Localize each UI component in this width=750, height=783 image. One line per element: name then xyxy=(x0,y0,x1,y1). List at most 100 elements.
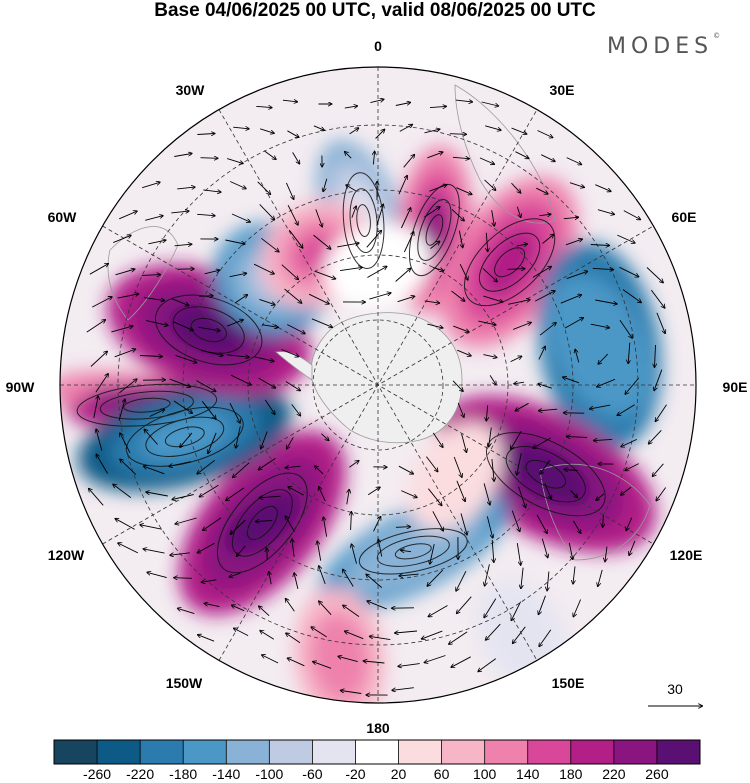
wind-vector xyxy=(511,601,522,621)
wind-vector xyxy=(621,438,637,446)
wind-vector xyxy=(619,266,639,276)
wind-vector xyxy=(575,350,580,363)
wind-vector xyxy=(532,267,551,278)
wind-vector xyxy=(201,401,215,418)
wind-vector xyxy=(516,543,520,565)
brand-logo: MODES© xyxy=(607,32,721,59)
wind-vector xyxy=(231,213,250,222)
wind-vector xyxy=(425,655,446,663)
wind-vector xyxy=(149,410,165,417)
wind-vector xyxy=(625,377,640,394)
wind-vector xyxy=(315,466,324,475)
height-contours xyxy=(76,172,606,575)
wind-vector xyxy=(174,244,192,246)
wind-vector xyxy=(398,176,407,195)
wind-vector xyxy=(539,595,546,615)
wind-vector xyxy=(491,459,494,481)
colorbar-tick-label: -20 xyxy=(345,766,365,782)
contour-line xyxy=(145,416,225,457)
colorbar-swatch xyxy=(570,740,614,764)
wind-vector xyxy=(541,154,555,162)
wind-vector xyxy=(625,463,639,471)
wind-vector xyxy=(90,352,107,367)
wind-vector xyxy=(517,453,522,475)
wind-vector xyxy=(590,323,609,328)
wind-vector xyxy=(518,486,526,508)
contour-line xyxy=(246,505,278,541)
contour-line xyxy=(505,446,586,503)
wind-vector xyxy=(89,264,108,275)
wind-vector xyxy=(227,354,249,357)
wind-vector xyxy=(617,234,634,243)
wind-vector xyxy=(286,324,305,334)
wind-vector xyxy=(512,323,531,330)
wind-vector xyxy=(486,516,492,537)
contour-line xyxy=(349,188,378,253)
wind-vector xyxy=(378,540,383,557)
wind-vector xyxy=(395,269,411,282)
wind-vector xyxy=(281,264,298,280)
wind-vector xyxy=(375,130,385,139)
wind-vector xyxy=(456,570,467,591)
wind-vector xyxy=(147,572,167,579)
wind-vector xyxy=(489,427,492,447)
wind-vector xyxy=(319,601,332,616)
wind-vector xyxy=(345,152,352,159)
wind-vector xyxy=(366,574,382,588)
wind-vector xyxy=(146,320,167,326)
wind-vector xyxy=(281,349,299,357)
colorbar-swatch xyxy=(140,740,184,764)
longitude-label: 180 xyxy=(366,720,390,736)
colorbar-tick-label: 140 xyxy=(516,766,540,782)
wind-vector xyxy=(422,630,443,639)
wind-vector xyxy=(264,399,274,414)
colorbar-tick-label: 100 xyxy=(473,766,497,782)
colorbar-swatch xyxy=(226,740,270,764)
wind-vector xyxy=(395,103,410,106)
wind-vector xyxy=(171,298,188,306)
wind-vector xyxy=(573,599,582,617)
map-frame xyxy=(59,66,697,704)
wind-vector xyxy=(537,130,553,138)
longitude-label: 0 xyxy=(374,38,382,54)
wind-vector xyxy=(256,106,271,107)
wind-vector xyxy=(485,564,490,585)
wind-vector xyxy=(198,326,220,331)
wind-vector xyxy=(198,542,215,552)
antarctic-peninsula-shape xyxy=(275,351,313,381)
colorbar-swatch xyxy=(355,740,399,764)
wind-vector xyxy=(511,430,522,449)
contour-line xyxy=(342,172,385,269)
wind-vector xyxy=(113,235,131,244)
brand-mark: © xyxy=(713,32,721,40)
wind-vector xyxy=(629,540,636,555)
wind-vector xyxy=(317,541,322,561)
wind-vector xyxy=(262,655,279,664)
wind-vector xyxy=(200,158,218,159)
wind-vector xyxy=(457,596,472,614)
colorbar-swatch xyxy=(484,740,528,764)
wind-vector xyxy=(323,178,328,192)
wind-vector xyxy=(427,152,442,159)
wind-vector xyxy=(169,461,191,467)
wind-vector xyxy=(120,459,137,475)
wind-vector xyxy=(287,130,298,137)
wind-vector xyxy=(399,574,419,576)
wind-vector xyxy=(237,545,246,556)
contour-line xyxy=(394,543,432,560)
wind-vector xyxy=(478,320,495,325)
wind-vector xyxy=(452,380,463,391)
colorbar-swatch xyxy=(527,740,571,764)
wind-vector xyxy=(507,269,525,270)
wind-vector xyxy=(481,101,499,106)
wind-vector xyxy=(261,237,278,251)
wind-vector xyxy=(373,152,374,165)
wind-vector xyxy=(456,187,471,195)
wind-vector xyxy=(458,230,462,248)
wind-vector xyxy=(370,99,383,104)
wind-vector xyxy=(177,187,195,189)
wind-vector xyxy=(400,208,410,229)
wind-vector xyxy=(260,496,281,498)
contour-line xyxy=(425,214,444,246)
wind-vector xyxy=(140,525,162,530)
